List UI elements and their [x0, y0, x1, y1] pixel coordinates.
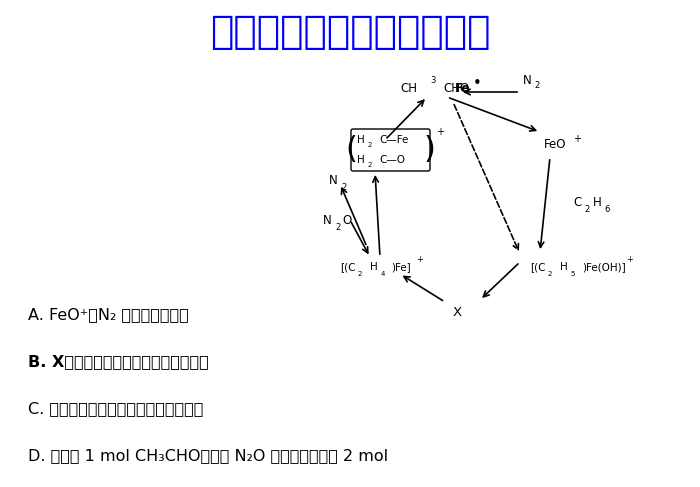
Text: 2: 2: [534, 81, 540, 91]
Text: +: +: [416, 256, 424, 264]
Text: +: +: [436, 127, 444, 137]
Text: 2: 2: [584, 205, 589, 213]
Text: N: N: [523, 74, 531, 87]
Text: 4: 4: [381, 271, 385, 277]
Text: [(C: [(C: [340, 262, 356, 272]
Text: H: H: [357, 155, 365, 165]
Text: ): ): [424, 135, 436, 165]
Text: 2: 2: [342, 183, 346, 191]
Text: C. 该机理涉及的反应均为氧化还原反应: C. 该机理涉及的反应均为氧化还原反应: [28, 401, 204, 416]
Text: 微信公众号关注：趣找答案: 微信公众号关注：趣找答案: [210, 13, 490, 51]
Text: 2: 2: [358, 271, 362, 277]
Text: (: (: [345, 135, 357, 165]
Text: •: •: [473, 76, 482, 92]
Text: 2: 2: [548, 271, 552, 277]
Text: 2: 2: [335, 223, 341, 231]
Text: C—O: C—O: [379, 155, 405, 165]
Text: C: C: [573, 195, 581, 208]
Text: A. FeO⁺、N₂ 均为反应中间体: A. FeO⁺、N₂ 均为反应中间体: [28, 307, 189, 322]
Text: [(C: [(C: [530, 262, 545, 272]
Text: 3: 3: [430, 76, 435, 86]
Text: )Fe]: )Fe]: [391, 262, 411, 272]
Text: FeO: FeO: [544, 138, 566, 151]
Text: Fe: Fe: [455, 82, 470, 95]
Text: H: H: [560, 262, 568, 272]
Text: 2: 2: [368, 162, 372, 168]
Text: B. X既含极性共价键也含非极性共价键: B. X既含极性共价键也含非极性共价键: [28, 355, 209, 370]
Text: )Fe(OH)]: )Fe(OH)]: [582, 262, 626, 272]
Text: D. 每生成 1 mol CH₃CHO，消耗 N₂O 的物质的量大于 2 mol: D. 每生成 1 mol CH₃CHO，消耗 N₂O 的物质的量大于 2 mol: [28, 449, 388, 464]
Text: 2: 2: [368, 142, 372, 148]
Text: H: H: [593, 195, 601, 208]
Text: 5: 5: [570, 271, 575, 277]
FancyBboxPatch shape: [351, 129, 430, 171]
Text: H: H: [370, 262, 378, 272]
Text: +: +: [573, 134, 581, 144]
Text: CHO: CHO: [443, 82, 469, 95]
Text: O: O: [342, 213, 351, 226]
Text: X: X: [452, 305, 461, 318]
Text: H: H: [357, 135, 365, 145]
Text: +: +: [626, 256, 634, 264]
Text: N: N: [323, 213, 331, 226]
Text: 6: 6: [604, 205, 610, 213]
Text: C—Fe: C—Fe: [379, 135, 408, 145]
Text: CH: CH: [400, 82, 417, 95]
Text: N: N: [328, 173, 337, 187]
